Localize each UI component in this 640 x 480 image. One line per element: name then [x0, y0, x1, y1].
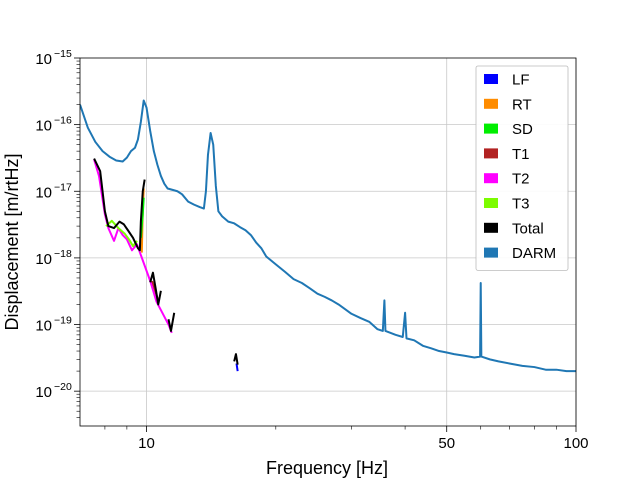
y-tick-label: 10: [35, 251, 52, 268]
legend-label-t3: T3: [512, 196, 530, 213]
legend-swatch-t1: [484, 148, 498, 159]
legend-swatch-rt: [484, 98, 498, 109]
legend-label-sd: SD: [512, 121, 533, 138]
x-tick-label: 100: [563, 435, 588, 452]
y-tick-label: 10: [35, 384, 52, 401]
y-tick-label: 10: [35, 118, 52, 135]
legend-label-t1: T1: [512, 146, 530, 163]
legend-label-darm: DARM: [512, 245, 556, 262]
legend: LF RT SD T1 T2 T3 Total DARM: [475, 65, 569, 271]
legend-swatch-t3: [484, 198, 498, 208]
legend-frame: [475, 65, 569, 271]
x-axis-label: Frequency [Hz]: [266, 458, 388, 478]
legend-label-total: Total: [512, 220, 544, 237]
series-line-total: [167, 312, 176, 332]
y-tick-exponent: −16: [54, 115, 72, 127]
series-line-t3: [105, 219, 138, 248]
y-tick-exponent: −18: [54, 248, 72, 260]
x-tick-label: 50: [438, 435, 455, 452]
y-tick-exponent: −15: [54, 48, 72, 60]
legend-swatch-t2: [484, 173, 498, 184]
legend-swatch-total: [484, 222, 498, 233]
legend-label-rt: RT: [512, 96, 532, 113]
x-tick-label: 10: [138, 435, 155, 452]
series-line-total: [149, 271, 162, 306]
legend-swatch-sd: [484, 123, 498, 134]
y-tick-exponent: −19: [54, 315, 72, 327]
plot-frame: [79, 57, 577, 427]
legend-label-lf: LF: [512, 72, 530, 89]
series-line-total: [93, 158, 146, 252]
y-tick-label: 10: [35, 184, 52, 201]
legend-swatch-darm: [484, 247, 498, 258]
y-tick-label: 10: [35, 318, 52, 335]
y-tick-exponent: −20: [54, 381, 72, 393]
legend-label-t2: T2: [512, 171, 530, 188]
series-layer: [80, 99, 576, 373]
axis-ticks: [74, 57, 577, 432]
y-tick-label: 10: [35, 51, 52, 68]
series-line-darm: [80, 99, 576, 373]
y-tick-exponent: −17: [54, 181, 72, 193]
legend-swatch-lf: [484, 74, 498, 84]
y-axis-label: Displacement [m/rtHz]: [2, 153, 22, 330]
series-line-total: [233, 353, 239, 365]
